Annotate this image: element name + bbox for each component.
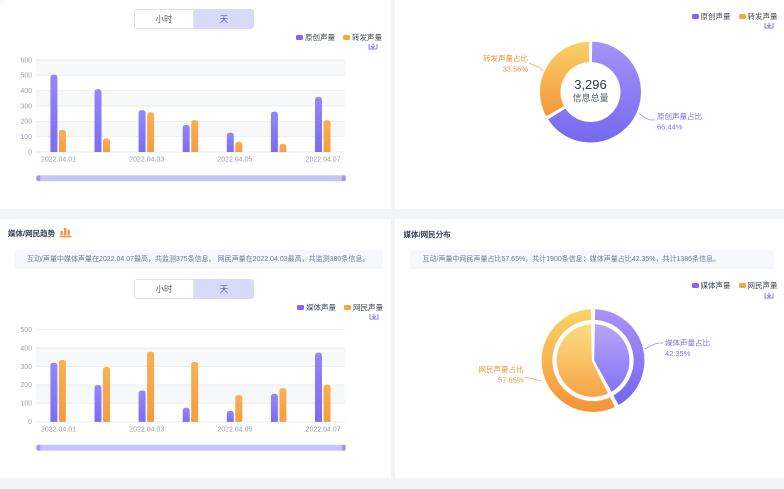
svg-text:300: 300 [20,103,32,110]
svg-text:信息总量: 信息总量 [572,92,608,103]
svg-text:3,296: 3,296 [574,77,607,92]
svg-text:600: 600 [20,57,32,64]
svg-text:33.56%: 33.56% [502,65,528,74]
svg-text:网民声量占比: 网民声量占比 [478,364,523,374]
svg-text:2022.04.03: 2022.04.03 [129,157,164,164]
svg-text:2022.04.07: 2022.04.07 [306,157,341,164]
svg-text:100: 100 [20,134,32,141]
svg-text:2022.04.03: 2022.04.03 [129,426,164,433]
svg-text:500: 500 [20,73,32,80]
svg-text:200: 200 [20,382,32,389]
svg-text:200: 200 [20,119,32,126]
svg-text:300: 300 [20,364,32,371]
svg-text:500: 500 [20,327,32,334]
svg-text:42.35%: 42.35% [665,349,691,358]
svg-text:原创声量占比: 原创声量占比 [657,111,702,121]
svg-text:400: 400 [20,88,32,95]
svg-text:400: 400 [20,345,32,352]
svg-text:2022.04.05: 2022.04.05 [217,157,252,164]
svg-text:66.44%: 66.44% [657,123,683,132]
svg-text:2022.04.01: 2022.04.01 [41,426,76,433]
svg-text:100: 100 [20,401,32,408]
svg-text:0: 0 [28,419,32,426]
svg-text:媒体声量占比: 媒体声量占比 [665,338,710,348]
svg-text:57.65%: 57.65% [498,376,524,385]
svg-text:2022.04.01: 2022.04.01 [41,157,76,164]
svg-text:0: 0 [28,149,32,156]
svg-text:2022.04.05: 2022.04.05 [217,426,252,433]
svg-text:2022.04.07: 2022.04.07 [306,426,341,433]
svg-text:转发声量占比: 转发声量占比 [483,53,528,63]
